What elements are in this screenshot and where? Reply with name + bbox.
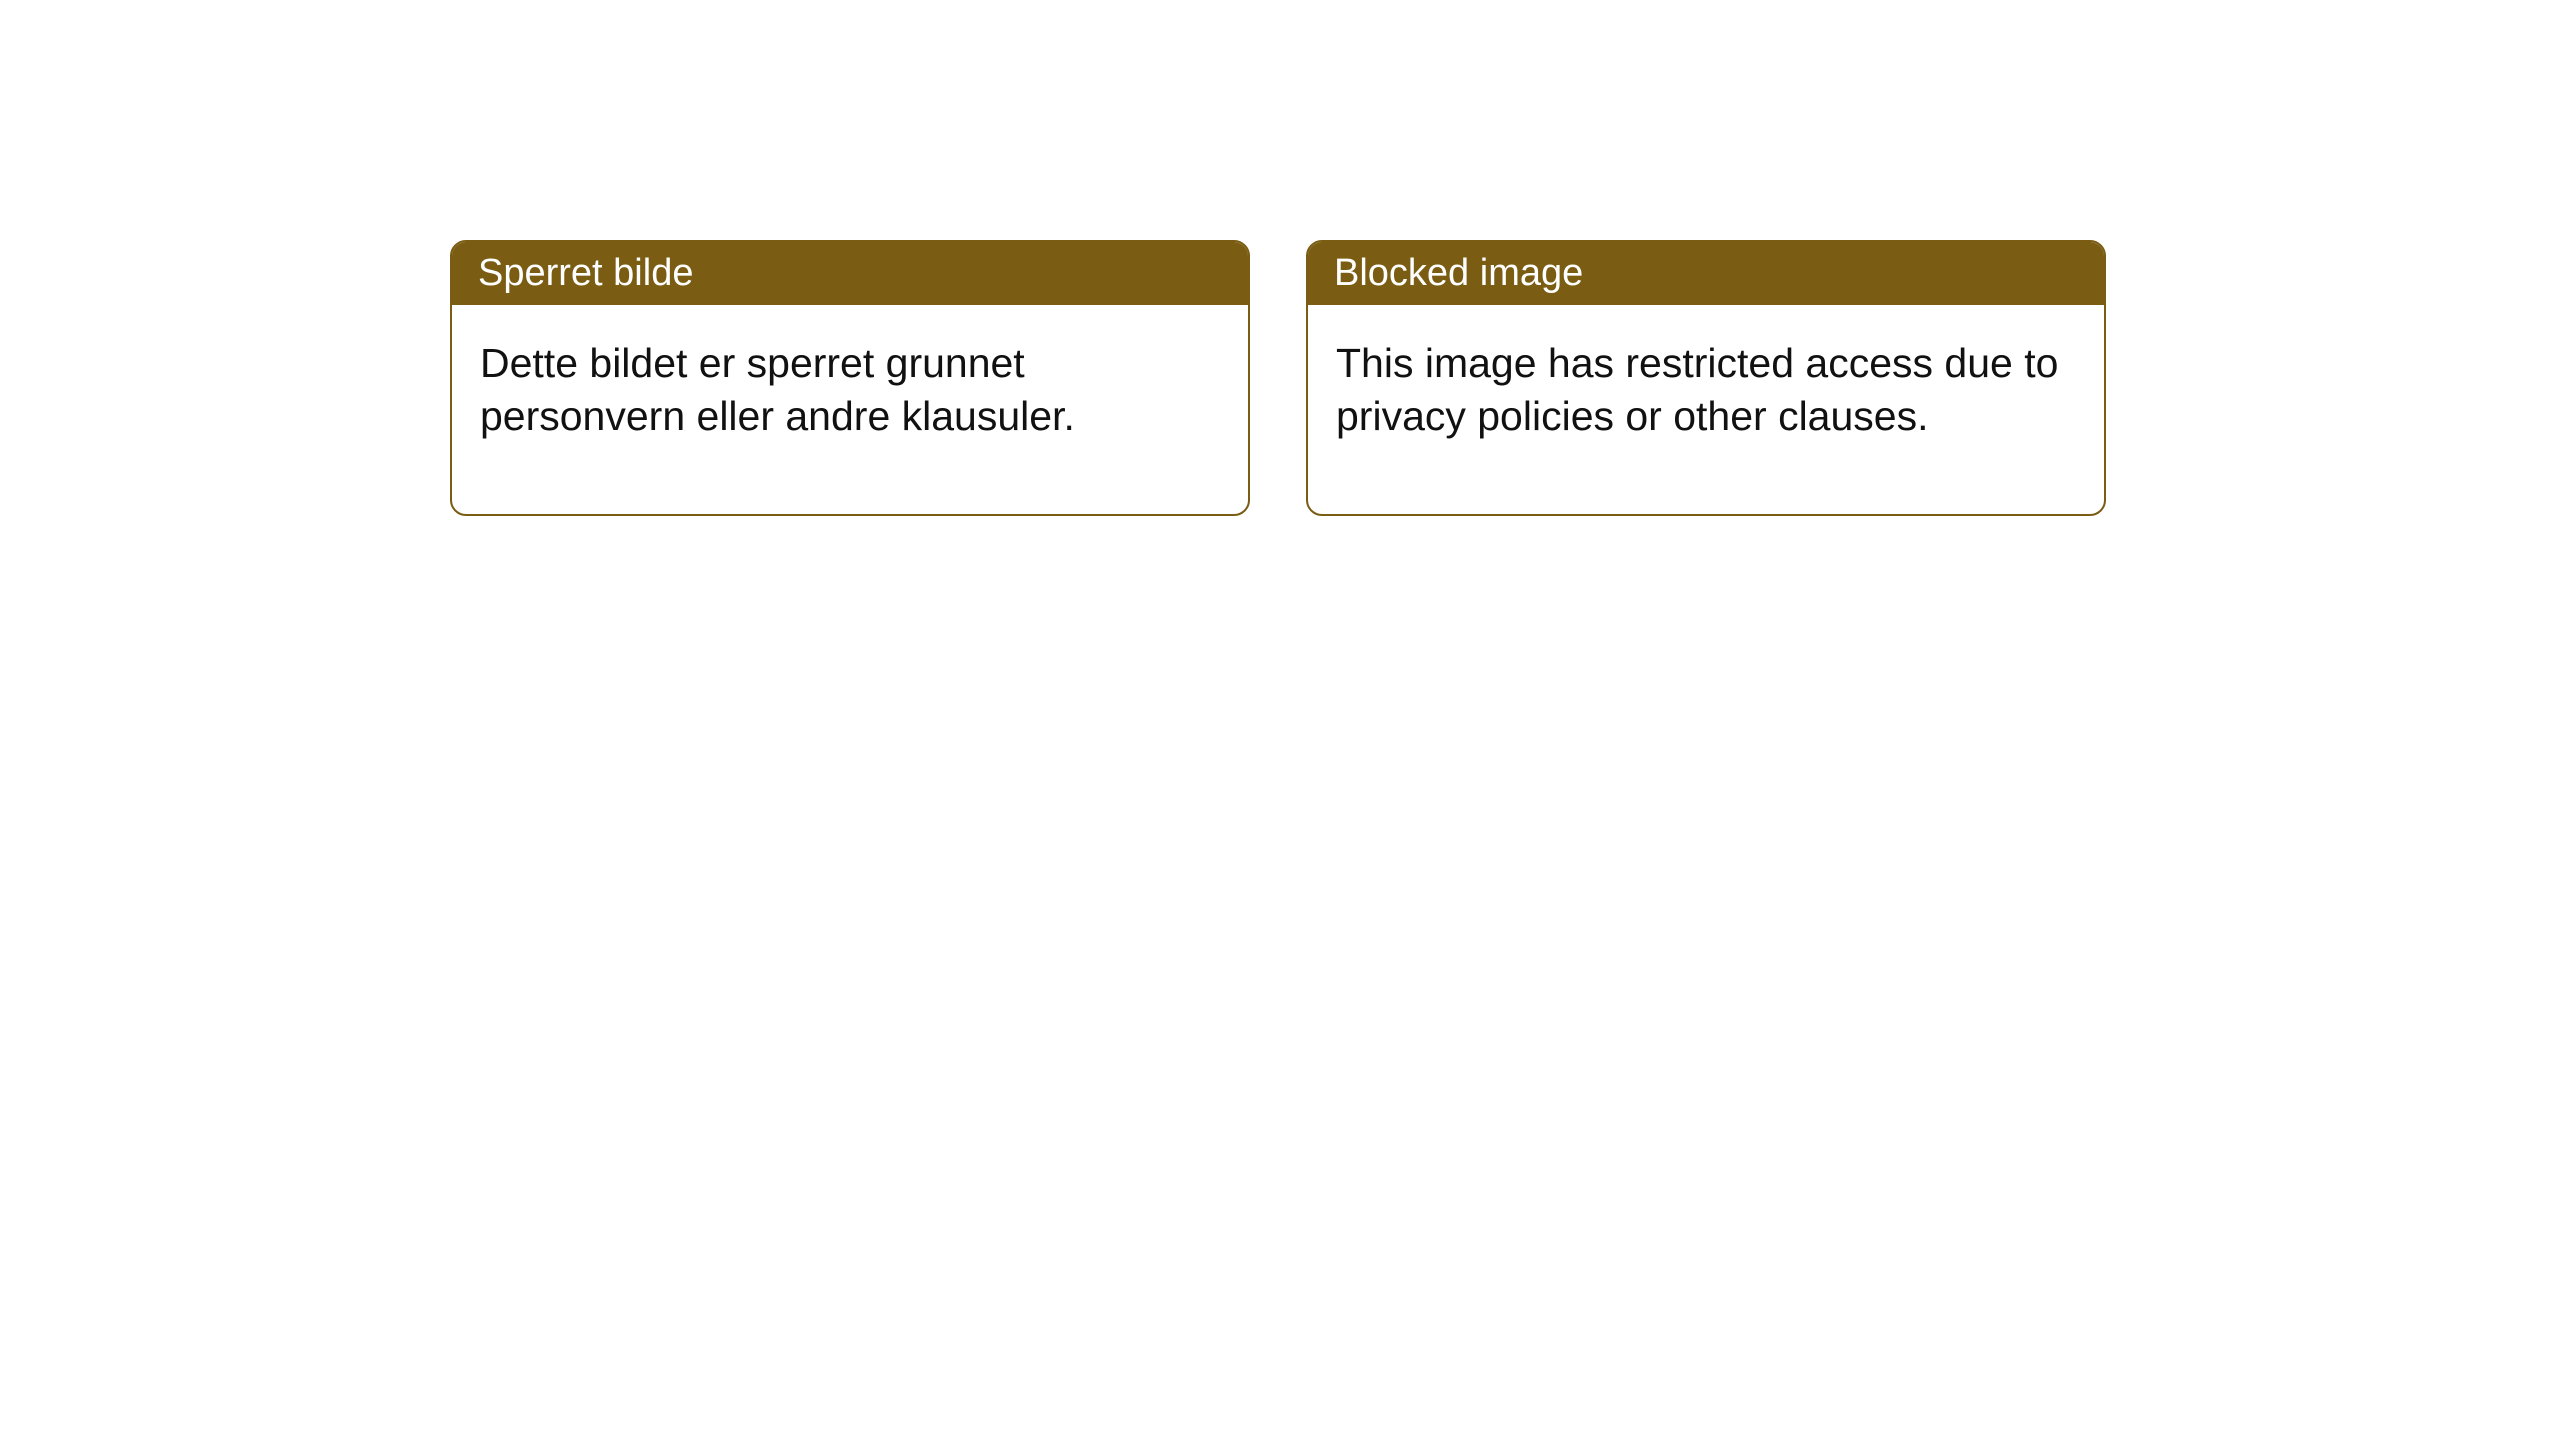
notice-title: Sperret bilde [478,252,693,294]
notice-message: This image has restricted access due to … [1336,340,2058,439]
notice-title: Blocked image [1334,252,1583,294]
notice-body: This image has restricted access due to … [1308,305,2104,514]
notice-card-english: Blocked image This image has restricted … [1306,240,2106,516]
notice-body: Dette bildet er sperret grunnet personve… [452,305,1248,514]
notice-header: Sperret bilde [452,242,1248,305]
notice-header: Blocked image [1308,242,2104,305]
notice-card-norwegian: Sperret bilde Dette bildet er sperret gr… [450,240,1250,516]
notice-message: Dette bildet er sperret grunnet personve… [480,340,1075,439]
notice-container: Sperret bilde Dette bildet er sperret gr… [450,240,2106,516]
